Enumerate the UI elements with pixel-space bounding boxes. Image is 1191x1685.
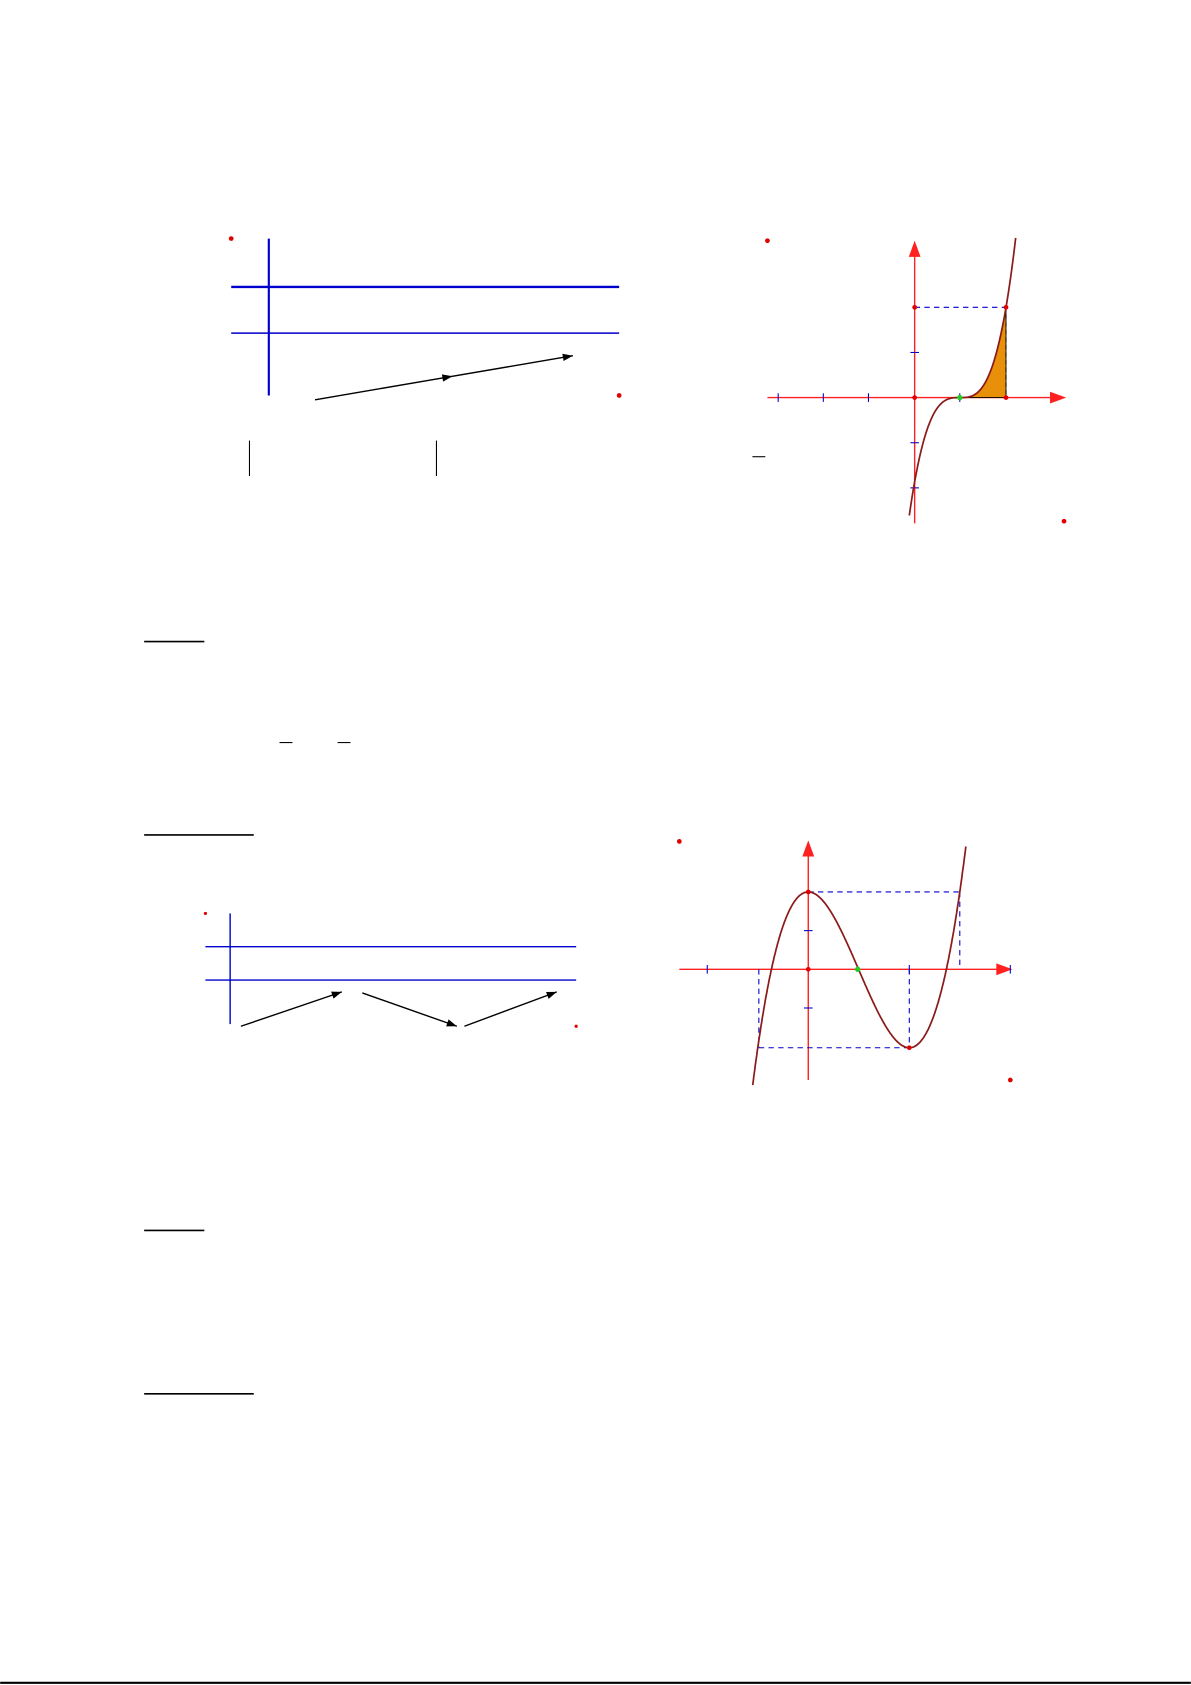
curve [751,846,967,1086]
arrow-line [362,992,458,1027]
dot [1007,1077,1013,1083]
arrow-line [240,991,343,1027]
arrow-head [908,240,921,257]
dot [1061,518,1067,524]
dot [805,889,811,895]
dot [765,238,770,244]
arrow-head [331,991,342,999]
arrow-head [441,374,453,382]
dot [957,394,963,401]
dot [906,1045,912,1051]
arrow-head [1050,391,1067,404]
arrow-line [464,991,558,1027]
dot [805,966,811,972]
dot [228,236,234,241]
dot [616,393,622,398]
arrow-head [802,840,815,857]
arrow-head [446,1019,457,1027]
arrow-head [546,991,557,999]
dot [676,839,682,844]
dot [855,966,861,972]
arrow-head [996,963,1013,976]
dot [912,395,918,400]
dot [1003,304,1009,310]
dot [912,304,918,310]
dot [1003,395,1009,400]
dot [203,911,208,916]
arrow-head [562,353,573,362]
dot [574,1024,578,1028]
shaded-area [959,307,1007,399]
